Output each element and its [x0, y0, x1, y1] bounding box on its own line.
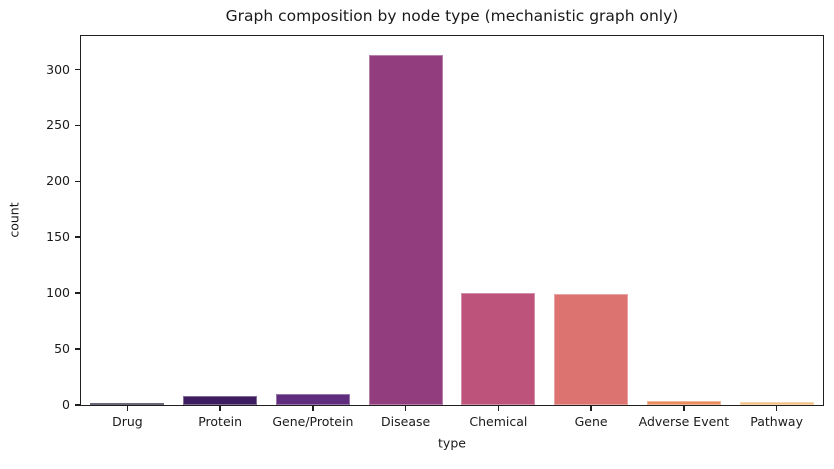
- bar-drug: [90, 402, 165, 405]
- x-tick-label: Gene/Protein: [272, 414, 354, 429]
- y-tick-mark: [75, 236, 80, 239]
- x-tick-mark: [312, 406, 314, 411]
- y-tick-label: 300: [46, 61, 70, 77]
- x-axis-label: type: [438, 435, 466, 451]
- y-tick-label: 50: [54, 341, 70, 357]
- bar-gene: [554, 294, 629, 405]
- plot-area: [80, 35, 824, 406]
- x-tick-label: Disease: [381, 414, 431, 429]
- x-tick-label: Chemical: [469, 414, 528, 429]
- y-tick-label: 150: [46, 229, 70, 245]
- x-tick-mark: [590, 406, 592, 411]
- x-tick-mark: [775, 406, 778, 411]
- bar-pathway: [739, 401, 814, 405]
- x-tick-label: Gene: [574, 414, 608, 429]
- y-tick-label: 200: [46, 173, 70, 189]
- bar-gene-protein: [275, 393, 350, 405]
- bar-chemical: [461, 293, 536, 405]
- y-tick-mark: [75, 404, 80, 406]
- x-tick-label: Protein: [198, 414, 243, 429]
- y-tick-label: 0: [62, 397, 70, 412]
- bar-adverse-event: [646, 400, 721, 405]
- y-tick-mark: [75, 68, 80, 71]
- y-tick-mark: [75, 348, 80, 350]
- y-tick-mark: [75, 124, 80, 127]
- y-tick-label: 100: [46, 285, 70, 301]
- x-tick-mark: [497, 406, 500, 411]
- y-tick-mark: [75, 292, 80, 294]
- x-tick-mark: [126, 406, 129, 411]
- x-tick-label: Adverse Event: [638, 414, 730, 429]
- chart-title: Graph composition by node type (mechanis…: [225, 7, 679, 25]
- x-tick-mark: [404, 406, 407, 411]
- x-tick-label: Pathway: [750, 414, 803, 429]
- bar-disease: [368, 55, 443, 405]
- y-tick-label: 250: [46, 117, 70, 133]
- x-tick-label: Drug: [112, 414, 143, 429]
- y-tick-mark: [75, 180, 80, 183]
- x-tick-mark: [219, 406, 221, 411]
- bar-protein: [183, 396, 258, 405]
- x-tick-mark: [683, 406, 685, 411]
